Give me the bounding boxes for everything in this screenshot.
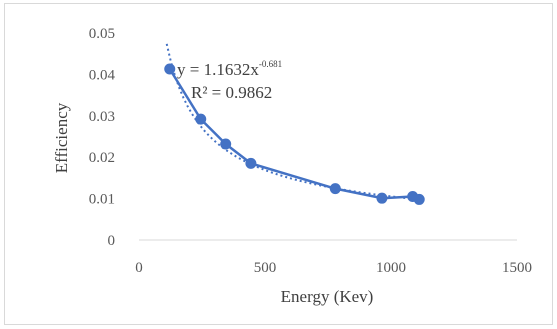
data-point: [329, 183, 341, 195]
x-tick-label: 1000: [376, 260, 406, 276]
y-tick-label: 0.04: [89, 67, 116, 83]
x-tick-label: 0: [135, 260, 143, 276]
x-tick-label: 500: [254, 260, 277, 276]
y-tick-label: 0.01: [89, 192, 115, 208]
data-point: [245, 157, 257, 169]
data-point: [220, 138, 232, 150]
data-point: [376, 192, 388, 204]
y-tick-label: 0.02: [89, 150, 115, 166]
x-tick-label: 1500: [502, 260, 532, 276]
x-axis-title: Energy (Kev): [281, 287, 374, 306]
y-axis-ticks: 0 0.01 0.02 0.03 0.04 0.05: [89, 26, 116, 249]
trendline-equation-exponent: -0.681: [259, 59, 282, 69]
x-axis-ticks: 0 500 1000 1500: [135, 260, 532, 276]
y-axis-title: Efficiency: [52, 102, 71, 173]
data-point: [413, 193, 425, 205]
marker-layer: [164, 63, 425, 205]
trendline-equation: y = 1.1632x-0.681: [177, 59, 282, 79]
y-tick-label: 0.05: [89, 26, 115, 42]
data-point: [164, 63, 176, 75]
data-point: [195, 113, 207, 125]
y-tick-label: 0: [108, 233, 116, 249]
y-tick-label: 0.03: [89, 109, 115, 125]
chart-frame: [4, 3, 553, 325]
trendline-equation-base: y = 1.1632x: [177, 60, 259, 79]
r-squared-label: R² = 0.9862: [191, 83, 272, 102]
